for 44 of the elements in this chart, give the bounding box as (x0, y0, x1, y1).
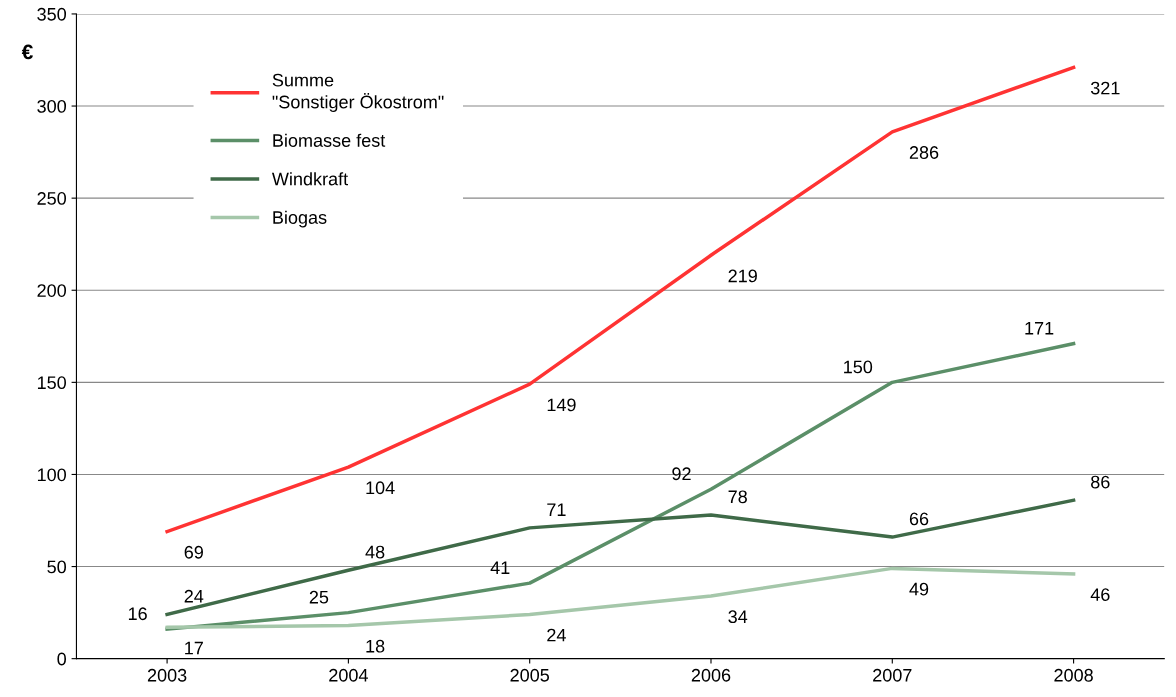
x-tick-label: 2007 (873, 668, 912, 682)
x-tick-label: 2006 (691, 668, 731, 682)
data-label: 78 (728, 490, 747, 504)
y-tick-label: 100 (37, 468, 67, 482)
data-label: 17 (185, 641, 203, 655)
data-label: 41 (490, 561, 510, 574)
data-label: 16 (128, 607, 147, 621)
data-label: 71 (547, 503, 566, 516)
data-label: 46 (1090, 588, 1110, 601)
y-tick-label: 50 (47, 560, 67, 574)
data-label: 171 (1025, 322, 1054, 335)
data-label: 104 (366, 481, 395, 495)
y-tick-label: 350 (37, 7, 67, 21)
x-tick-label: 2004 (329, 668, 368, 682)
data-label: 25 (309, 590, 329, 604)
x-tick-label: 2003 (147, 668, 187, 682)
legend-label: Summe "Sonstiger Ökostrom" (272, 73, 444, 112)
data-label: 69 (184, 545, 203, 559)
data-label: 18 (366, 639, 385, 653)
data-label: 86 (1091, 475, 1110, 489)
data-label: 150 (844, 360, 873, 374)
data-label: 24 (547, 628, 566, 642)
data-label: 321 (1090, 81, 1120, 95)
y-tick-label: 300 (37, 99, 67, 113)
y-tick-label: 200 (37, 284, 67, 297)
data-label: 49 (909, 582, 929, 596)
data-label: 24 (184, 589, 204, 603)
y-tick-label: 150 (37, 376, 67, 390)
legend-label: Biogas (273, 210, 327, 228)
data-label: 92 (672, 467, 691, 481)
data-label: 66 (909, 512, 929, 526)
legend-label: Biomasse fest (273, 133, 386, 147)
y-tick-label: 0 (57, 652, 67, 666)
line-series (165, 65, 1076, 534)
legend-label: Windkraft (271, 172, 348, 186)
x-tick-label: 2005 (510, 668, 550, 682)
y-axis-title: € (21, 44, 33, 60)
data-label: 149 (547, 398, 576, 412)
x-tick-label: 2008 (1054, 668, 1093, 682)
data-label: 48 (365, 545, 385, 559)
y-tick-label: 250 (37, 192, 67, 205)
data-label: 286 (909, 146, 939, 159)
data-label: 219 (728, 269, 757, 283)
data-label: 34 (728, 610, 748, 624)
